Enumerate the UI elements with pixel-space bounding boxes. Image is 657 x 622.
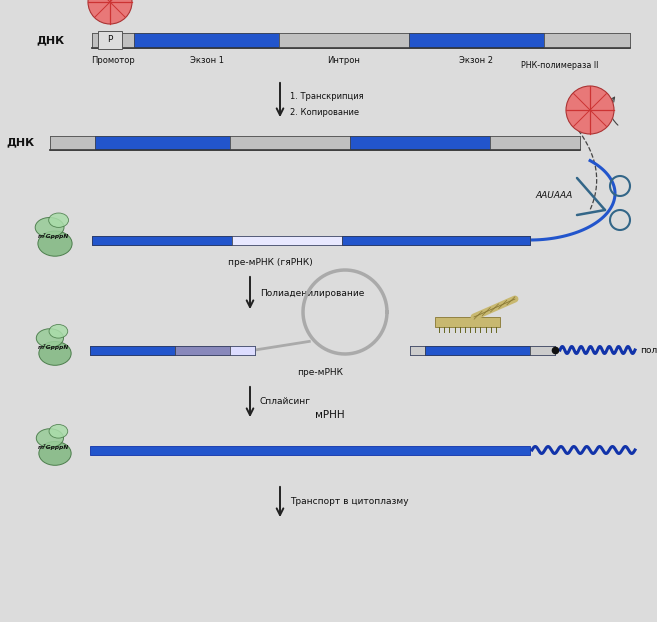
Text: Экзон 2: Экзон 2 — [459, 56, 493, 65]
Ellipse shape — [35, 218, 64, 238]
FancyBboxPatch shape — [90, 445, 530, 455]
FancyBboxPatch shape — [410, 345, 425, 355]
FancyBboxPatch shape — [232, 236, 342, 244]
FancyBboxPatch shape — [90, 345, 175, 355]
FancyBboxPatch shape — [92, 236, 232, 244]
FancyBboxPatch shape — [230, 136, 350, 149]
Ellipse shape — [49, 424, 68, 438]
Text: пре-мРНК (гяРНК): пре-мРНК (гяРНК) — [227, 258, 312, 267]
Text: 2. Копирование: 2. Копирование — [290, 108, 359, 117]
FancyBboxPatch shape — [50, 136, 95, 149]
Text: поли(А): поли(А) — [640, 345, 657, 355]
Text: m⁷GpppN: m⁷GpppN — [37, 443, 69, 450]
Text: Экзон 1: Экзон 1 — [190, 56, 224, 65]
FancyBboxPatch shape — [92, 33, 630, 47]
Ellipse shape — [38, 231, 72, 256]
Text: РНК-полимераза II: РНК-полимераза II — [521, 61, 599, 70]
FancyBboxPatch shape — [175, 345, 230, 355]
Text: 1. Транскрипция: 1. Транскрипция — [290, 92, 363, 101]
Text: Полиаденилирование: Полиаденилирование — [260, 289, 365, 297]
FancyBboxPatch shape — [50, 136, 580, 149]
FancyBboxPatch shape — [409, 33, 544, 47]
FancyBboxPatch shape — [98, 31, 122, 49]
Ellipse shape — [39, 442, 71, 465]
Text: пре-мРНК: пре-мРНК — [297, 368, 343, 377]
Text: AAUAAA: AAUAAA — [535, 191, 572, 200]
Ellipse shape — [36, 429, 64, 447]
Text: Сплайсинг: Сплайсинг — [260, 397, 311, 407]
FancyBboxPatch shape — [342, 236, 530, 244]
FancyBboxPatch shape — [544, 33, 630, 47]
Text: Промотор: Промотор — [91, 56, 135, 65]
Text: m⁷GpppN: m⁷GpppN — [37, 343, 69, 350]
Text: Транспорт в цитоплазму: Транспорт в цитоплазму — [290, 498, 409, 506]
Text: m⁷GpppN: m⁷GpppN — [37, 233, 69, 239]
FancyBboxPatch shape — [95, 136, 230, 149]
FancyBboxPatch shape — [92, 236, 530, 244]
FancyBboxPatch shape — [279, 33, 409, 47]
FancyBboxPatch shape — [230, 345, 255, 355]
Ellipse shape — [49, 213, 68, 228]
FancyBboxPatch shape — [435, 317, 500, 327]
Text: Интрон: Интрон — [328, 56, 361, 65]
FancyBboxPatch shape — [350, 136, 490, 149]
FancyBboxPatch shape — [410, 345, 555, 355]
FancyBboxPatch shape — [90, 345, 255, 355]
Text: Р: Р — [107, 35, 113, 45]
Circle shape — [88, 0, 132, 24]
Ellipse shape — [36, 329, 64, 348]
FancyBboxPatch shape — [134, 33, 279, 47]
FancyBboxPatch shape — [530, 345, 555, 355]
Text: мРНН: мРНН — [315, 410, 345, 420]
Text: ДНК: ДНК — [6, 137, 34, 147]
Ellipse shape — [39, 341, 71, 365]
Circle shape — [566, 86, 614, 134]
Ellipse shape — [49, 325, 68, 338]
FancyBboxPatch shape — [92, 33, 134, 47]
FancyBboxPatch shape — [490, 136, 580, 149]
Text: ДНК: ДНК — [36, 35, 64, 45]
FancyBboxPatch shape — [425, 345, 530, 355]
